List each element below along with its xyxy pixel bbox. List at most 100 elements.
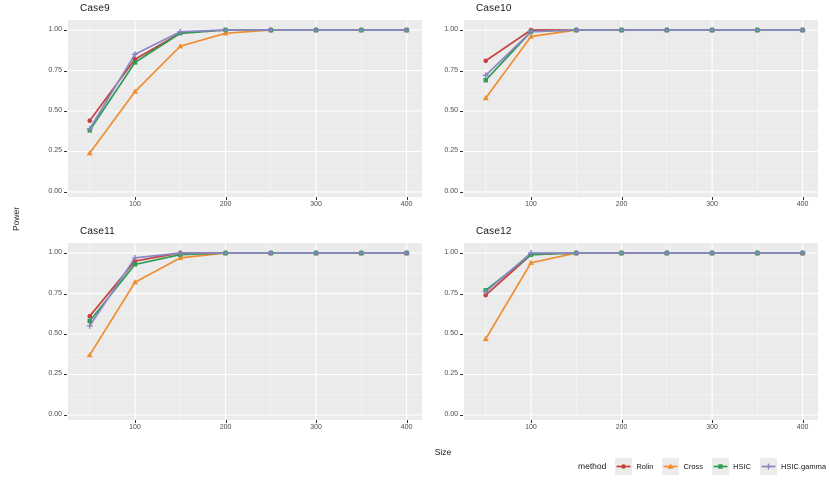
y-axis-title: Power bbox=[11, 206, 21, 232]
triangle-marker-icon bbox=[527, 259, 534, 265]
y-tick-mark bbox=[460, 111, 463, 112]
x-tick-label: 100 bbox=[525, 424, 537, 431]
y-tick-label: 0.25 bbox=[444, 147, 458, 155]
y-tick-mark bbox=[64, 191, 67, 193]
x-tick-label: 300 bbox=[310, 201, 322, 208]
y-tick-label: 0.75 bbox=[48, 289, 62, 297]
x-tick-mark bbox=[316, 420, 318, 423]
y-tick-label: 0.50 bbox=[48, 330, 62, 337]
x-tick-label: 200 bbox=[615, 424, 628, 431]
x-tick-label: 200 bbox=[615, 201, 628, 208]
y-tick-label: 0.75 bbox=[48, 66, 62, 74]
plus-marker-icon bbox=[131, 254, 138, 261]
y-tick-mark bbox=[460, 30, 463, 32]
y-tick-label: 0.50 bbox=[48, 107, 62, 114]
x-tick-mark bbox=[530, 197, 532, 200]
legend-key-rolin-icon bbox=[615, 457, 633, 475]
x-tick-mark bbox=[712, 197, 714, 200]
plus-marker-icon bbox=[403, 250, 410, 257]
triangle-marker-icon bbox=[131, 88, 138, 94]
plus-marker-icon bbox=[267, 250, 274, 257]
x-tick-mark bbox=[802, 420, 804, 423]
series-line-Rolin bbox=[89, 252, 407, 317]
series-line-Rolin bbox=[485, 252, 803, 296]
y-tick-label: 1.00 bbox=[444, 26, 458, 34]
plus-marker-icon bbox=[482, 288, 489, 295]
triangle-marker-icon bbox=[482, 94, 489, 101]
x-tick-mark bbox=[134, 420, 136, 423]
x-tick-label: 300 bbox=[706, 201, 718, 208]
triangle-marker-icon bbox=[482, 335, 489, 342]
x-tick-label: 200 bbox=[219, 424, 232, 431]
square-marker-icon bbox=[87, 318, 92, 324]
series-line-Cross bbox=[484, 252, 803, 340]
plus-marker-icon bbox=[754, 250, 761, 257]
plus-marker-icon bbox=[177, 250, 184, 257]
series-line-HSIC.gamma bbox=[88, 252, 407, 327]
x-tick-mark bbox=[712, 420, 714, 423]
y-tick-mark bbox=[460, 374, 463, 376]
y-tick-mark bbox=[460, 414, 463, 416]
y-tick-mark bbox=[64, 293, 67, 295]
y-tick-mark bbox=[460, 191, 463, 193]
plot-area-case12 bbox=[464, 243, 818, 420]
y-tick-mark bbox=[460, 151, 463, 153]
y-tick-label: 0.25 bbox=[48, 370, 62, 378]
plus-marker-icon bbox=[358, 27, 365, 34]
x-tick-mark bbox=[316, 197, 318, 200]
plus-marker-icon bbox=[663, 250, 670, 257]
plus-marker-icon bbox=[663, 27, 670, 34]
legend-key-hsic-gamma-icon bbox=[759, 457, 777, 475]
x-tick-label: 300 bbox=[310, 424, 322, 431]
y-tick-label: 0.00 bbox=[48, 410, 62, 418]
legend-key-cross-icon bbox=[662, 457, 680, 475]
triangle-marker-icon bbox=[86, 150, 93, 156]
series-line-Cross bbox=[88, 252, 407, 356]
legend-label-rolin: Rolin bbox=[636, 461, 654, 471]
plus-marker-icon bbox=[403, 27, 410, 34]
x-tick-label: 400 bbox=[400, 424, 413, 431]
circle-marker-icon bbox=[87, 313, 93, 319]
y-tick-label: 1.00 bbox=[48, 26, 62, 34]
y-tick-label: 0.75 bbox=[444, 289, 458, 297]
x-tick-mark bbox=[406, 420, 408, 423]
legend-key-hsic-icon bbox=[712, 457, 730, 475]
x-tick-label: 400 bbox=[796, 201, 809, 208]
y-tick-label: 0.25 bbox=[444, 370, 458, 378]
square-marker-icon bbox=[132, 60, 138, 65]
y-tick-label: 0.50 bbox=[444, 107, 458, 114]
x-tick-label: 100 bbox=[129, 424, 141, 431]
plus-marker-icon bbox=[358, 250, 365, 257]
x-axis-title: Size bbox=[434, 447, 452, 457]
plus-marker-icon bbox=[131, 51, 138, 58]
y-tick-mark bbox=[64, 30, 67, 32]
plus-marker-icon bbox=[313, 27, 320, 34]
plot-area-case10 bbox=[464, 20, 818, 197]
square-marker-icon bbox=[483, 78, 488, 83]
triangle-marker-icon bbox=[131, 279, 138, 285]
panel-case12: Case12 0.00 0.25 0.50 0.75 1.00 100 200 300 400 bbox=[444, 226, 818, 431]
legend-label-cross: Cross bbox=[683, 461, 704, 471]
circle-marker-icon bbox=[87, 118, 93, 124]
plus-marker-icon bbox=[618, 250, 625, 257]
x-tick-mark bbox=[225, 420, 227, 423]
y-tick-mark bbox=[64, 253, 67, 255]
legend-item-rolin: Rolin bbox=[615, 457, 654, 475]
x-tick-mark bbox=[530, 420, 532, 423]
plus-marker-icon bbox=[86, 125, 93, 132]
y-tick-mark bbox=[64, 374, 67, 376]
y-tick-mark bbox=[460, 70, 463, 72]
x-tick-label: 200 bbox=[219, 201, 232, 208]
y-tick-mark bbox=[460, 253, 463, 255]
plus-marker-icon bbox=[709, 250, 716, 257]
triangle-marker-icon bbox=[177, 43, 184, 49]
y-tick-label: 1.00 bbox=[444, 249, 458, 257]
panel-title-case9: Case9 bbox=[80, 3, 110, 14]
plus-marker-icon bbox=[573, 250, 580, 257]
plus-marker-icon bbox=[313, 250, 320, 257]
x-tick-mark bbox=[621, 420, 623, 423]
legend-item-hsic-gamma: HSIC.gamma bbox=[759, 457, 826, 475]
legend-label-hsic-gamma: HSIC.gamma bbox=[780, 461, 826, 471]
plus-marker-icon bbox=[177, 28, 184, 35]
